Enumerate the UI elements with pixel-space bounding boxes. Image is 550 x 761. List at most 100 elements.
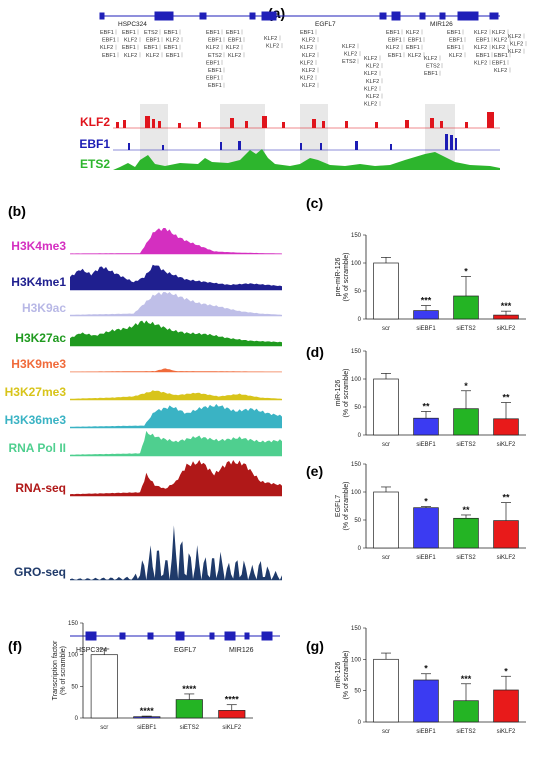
y-tick-label: 100 xyxy=(351,490,362,496)
y-tick-label: 50 xyxy=(354,289,361,295)
tf-site-label: KLF2 xyxy=(342,44,355,50)
tf-label-klf2: KLF2 xyxy=(80,115,110,129)
x-tick-label: siKLF2 xyxy=(497,555,516,561)
panel-a-gene-mir126: MIR126 xyxy=(430,21,453,28)
x-tick-label: scr xyxy=(382,555,390,561)
tf-site-label: KLF2 xyxy=(228,53,241,59)
tf-site-label: EBF1 xyxy=(447,30,461,36)
significance-marker: ** xyxy=(502,393,510,403)
tf-site-label: KLF2 xyxy=(494,68,507,74)
x-tick-label: siEBF1 xyxy=(416,555,436,561)
histone-track-signal xyxy=(70,404,282,428)
tf-site-label: KLF2 xyxy=(424,56,437,62)
bar-chart-c: (c) 0 50 100 150 pre-miR-126 (% of scramble) sc… xyxy=(306,195,526,332)
tf-track-ets2 xyxy=(113,149,500,170)
tf-label-ebf1: EBF1 xyxy=(79,137,110,151)
panel-b-gene-hspc324: HSPC324 xyxy=(76,647,107,654)
bar-scr xyxy=(373,378,399,436)
tf-site-label: EBF1 xyxy=(208,83,222,89)
tf-site-label: EBF1 xyxy=(102,38,116,44)
significance-marker: **** xyxy=(140,706,155,716)
histone-track-signal xyxy=(70,368,282,372)
tf-site-label: KLF2 xyxy=(474,60,487,66)
y-axis-label: miR-126 xyxy=(335,380,342,407)
tf-site-label: EBF1 xyxy=(102,53,116,59)
panel-a-gene-egfl7: EGFL7 xyxy=(315,21,336,28)
histone-track-signal xyxy=(70,264,282,290)
tf-site-label: KLF2 xyxy=(364,102,377,108)
panel-b-gene-mir126: MIR126 xyxy=(229,647,254,654)
tf-site-label: EBF1 xyxy=(100,30,114,36)
panel-e-label: (e) xyxy=(306,463,323,479)
tf-site-label: KLF2 xyxy=(474,45,487,51)
tf-site-label: KLF2 xyxy=(364,56,377,62)
panel-b-gene-egfl7: EGFL7 xyxy=(174,647,196,654)
y-tick-label: 50 xyxy=(354,689,361,695)
y-tick-label: 150 xyxy=(351,349,362,355)
tf-site-label: KLF2 xyxy=(206,45,219,51)
tf-site-label: KLF2 xyxy=(494,38,507,44)
y-axis-label: miR-126 xyxy=(335,662,342,689)
tf-site-label: KLF2 xyxy=(366,94,379,100)
y-tick-label: 150 xyxy=(351,626,362,632)
tf-site-label: KLF2 xyxy=(226,45,239,51)
bar-siETS2 xyxy=(453,295,479,320)
histone-track-label: H3K9ac xyxy=(22,301,66,315)
tf-site-label: EBF1 xyxy=(492,60,506,66)
panel-a-gene-model xyxy=(99,11,500,21)
y-tick-label: 100 xyxy=(351,657,362,663)
tf-site-label: EBF1 xyxy=(164,30,178,36)
x-tick-label: siEBF1 xyxy=(137,725,157,731)
tf-site-label: EBF1 xyxy=(476,38,490,44)
x-tick-label: siKLF2 xyxy=(497,442,516,448)
significance-marker: * xyxy=(504,666,508,676)
significance-marker: *** xyxy=(421,296,432,306)
y-axis-label: pre-miR-126 xyxy=(335,257,342,296)
histone-track-label: GRO-seq xyxy=(14,565,66,579)
tf-site-label: KLF2 xyxy=(492,45,505,51)
tf-site-label: KLF2 xyxy=(100,45,113,51)
bar-siETS2 xyxy=(453,700,479,723)
bar-siEBF1 xyxy=(413,310,439,320)
tf-site-label: KLF2 xyxy=(408,53,421,59)
panel-g-label: (g) xyxy=(306,638,324,654)
bar-chart-g: (g) 0 50 100 150 miR-126 (% of scramble) scr siE… xyxy=(306,626,526,735)
x-tick-label: siKLF2 xyxy=(222,725,241,731)
bar-siETS2 xyxy=(453,517,479,549)
histone-track-signal xyxy=(70,292,282,316)
tf-site-label: ETS2 xyxy=(208,53,222,59)
tf-site-label: EBF1 xyxy=(449,38,463,44)
tf-site-label: EBF1 xyxy=(494,53,508,59)
tf-site-label: KLF2 xyxy=(264,36,277,42)
y-tick-label: 0 xyxy=(358,546,362,552)
histone-track-signal xyxy=(70,430,282,456)
tf-site-label: ETS2 xyxy=(144,30,158,36)
tf-site-label: KLF2 xyxy=(508,34,521,40)
tf-site-label: ETS2 xyxy=(342,59,356,65)
tf-site-label: KLF2 xyxy=(366,64,379,70)
significance-marker: **** xyxy=(225,695,240,705)
y-tick-label: 150 xyxy=(351,233,362,239)
y-tick-label: 50 xyxy=(354,518,361,524)
tf-site-label: KLF2 xyxy=(366,79,379,85)
tf-site-label: KLF2 xyxy=(302,38,315,44)
histone-track-label: H3K27me3 xyxy=(5,385,67,399)
y-axis-label: (% of scramble) xyxy=(343,252,350,301)
tf-site-label: KLF2 xyxy=(300,76,313,82)
bar-chart-d: (d) 0 50 100 150 miR-126 (% of scramble) scr siE… xyxy=(306,344,526,448)
bar-scr xyxy=(373,262,399,320)
y-tick-label: 150 xyxy=(351,462,362,468)
histone-track-signal xyxy=(70,228,282,254)
tf-site-label: EBF1 xyxy=(424,71,438,77)
y-tick-label: 0 xyxy=(358,317,362,323)
tf-site-label: KLF2 xyxy=(364,86,377,92)
tf-site-label: EBF1 xyxy=(208,68,222,74)
significance-marker: * xyxy=(424,497,428,507)
significance-marker: ** xyxy=(422,401,430,411)
bar-siEBF1 xyxy=(413,507,439,549)
x-tick-label: siETS2 xyxy=(456,555,476,561)
tf-site-label: KLF2 xyxy=(302,53,315,59)
tf-site-label: EBF1 xyxy=(206,60,220,66)
tf-site-label: KLF2 xyxy=(508,49,521,55)
